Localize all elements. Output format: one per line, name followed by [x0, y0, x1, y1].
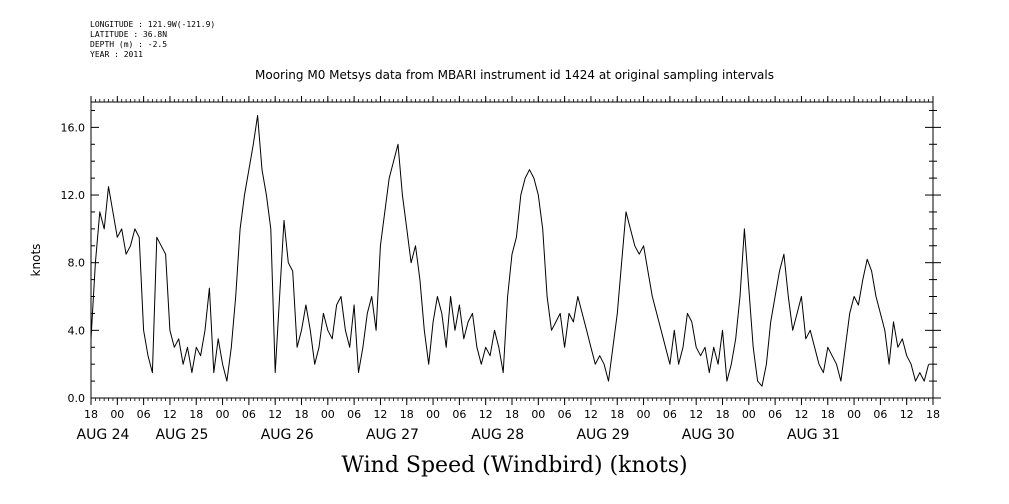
x-date-label: AUG 29 — [576, 427, 629, 443]
x-tick-label: 06 — [768, 408, 782, 421]
year-text: YEAR : 2011 — [90, 50, 143, 59]
x-tick-label: 00 — [847, 408, 861, 421]
depth-text: DEPTH (m) : -2.5 — [90, 40, 168, 49]
longitude-text: LONGITUDE : 121.9W(-121.9) — [90, 20, 216, 29]
x-tick-label: 12 — [373, 408, 387, 421]
x-tick-label: 06 — [452, 408, 466, 421]
x-tick-label: 06 — [558, 408, 572, 421]
x-tick-label: 00 — [531, 408, 545, 421]
x-tick-label: 12 — [689, 408, 703, 421]
x-tick-label: 18 — [610, 408, 624, 421]
x-tick-label: 12 — [479, 408, 493, 421]
y-tick-label: 4.0 — [68, 324, 86, 337]
x-tick-label: 12 — [900, 408, 914, 421]
y-tick-label: 12.0 — [61, 189, 86, 202]
x-date-label: AUG 28 — [471, 427, 524, 443]
x-tick-label: 00 — [321, 408, 335, 421]
x-date-label: AUG 27 — [366, 427, 419, 443]
x-tick-label: 06 — [242, 408, 256, 421]
chart-title: Mooring M0 Metsys data from MBARI instru… — [255, 68, 774, 82]
x-tick-label: 18 — [821, 408, 835, 421]
x-tick-label: 18 — [926, 408, 940, 421]
x-tick-label: 18 — [295, 408, 309, 421]
x-tick-label: 00 — [742, 408, 756, 421]
x-tick-label: 18 — [84, 408, 98, 421]
y-tick-label: 8.0 — [68, 257, 86, 270]
x-tick-label: 18 — [716, 408, 730, 421]
x-tick-label: 12 — [163, 408, 177, 421]
x-tick-label: 00 — [216, 408, 230, 421]
x-tick-label: 00 — [637, 408, 651, 421]
x-tick-label: 06 — [137, 408, 151, 421]
plot-frame — [90, 101, 934, 399]
metadata-block: LONGITUDE : 121.9W(-121.9) LATITUDE : 36… — [90, 20, 215, 60]
y-tick-label: 0.0 — [68, 392, 86, 405]
x-axis-title: Wind Speed (Windbird) (knots) — [341, 453, 688, 478]
x-tick-label: 18 — [189, 408, 203, 421]
x-tick-label: 18 — [400, 408, 414, 421]
latitude-text: LATITUDE : 36.8N — [90, 30, 168, 39]
x-tick-label: 12 — [584, 408, 598, 421]
x-date-label: AUG 31 — [787, 427, 840, 443]
y-tick-label: 16.0 — [61, 121, 86, 134]
x-tick-label: 06 — [663, 408, 677, 421]
x-tick-label: 00 — [110, 408, 124, 421]
x-date-label: AUG 26 — [261, 427, 314, 443]
x-tick-label: 06 — [347, 408, 361, 421]
x-tick-label: 12 — [268, 408, 282, 421]
x-tick-label: 18 — [505, 408, 519, 421]
x-tick-label: 00 — [426, 408, 440, 421]
wind-speed-series-line — [90, 115, 930, 387]
x-date-label: AUG 24 — [77, 427, 130, 443]
x-tick-label: 12 — [794, 408, 808, 421]
x-date-label: AUG 25 — [155, 427, 208, 443]
y-axis-label: knots — [29, 244, 43, 277]
x-tick-label: 06 — [873, 408, 887, 421]
x-date-label: AUG 30 — [682, 427, 735, 443]
